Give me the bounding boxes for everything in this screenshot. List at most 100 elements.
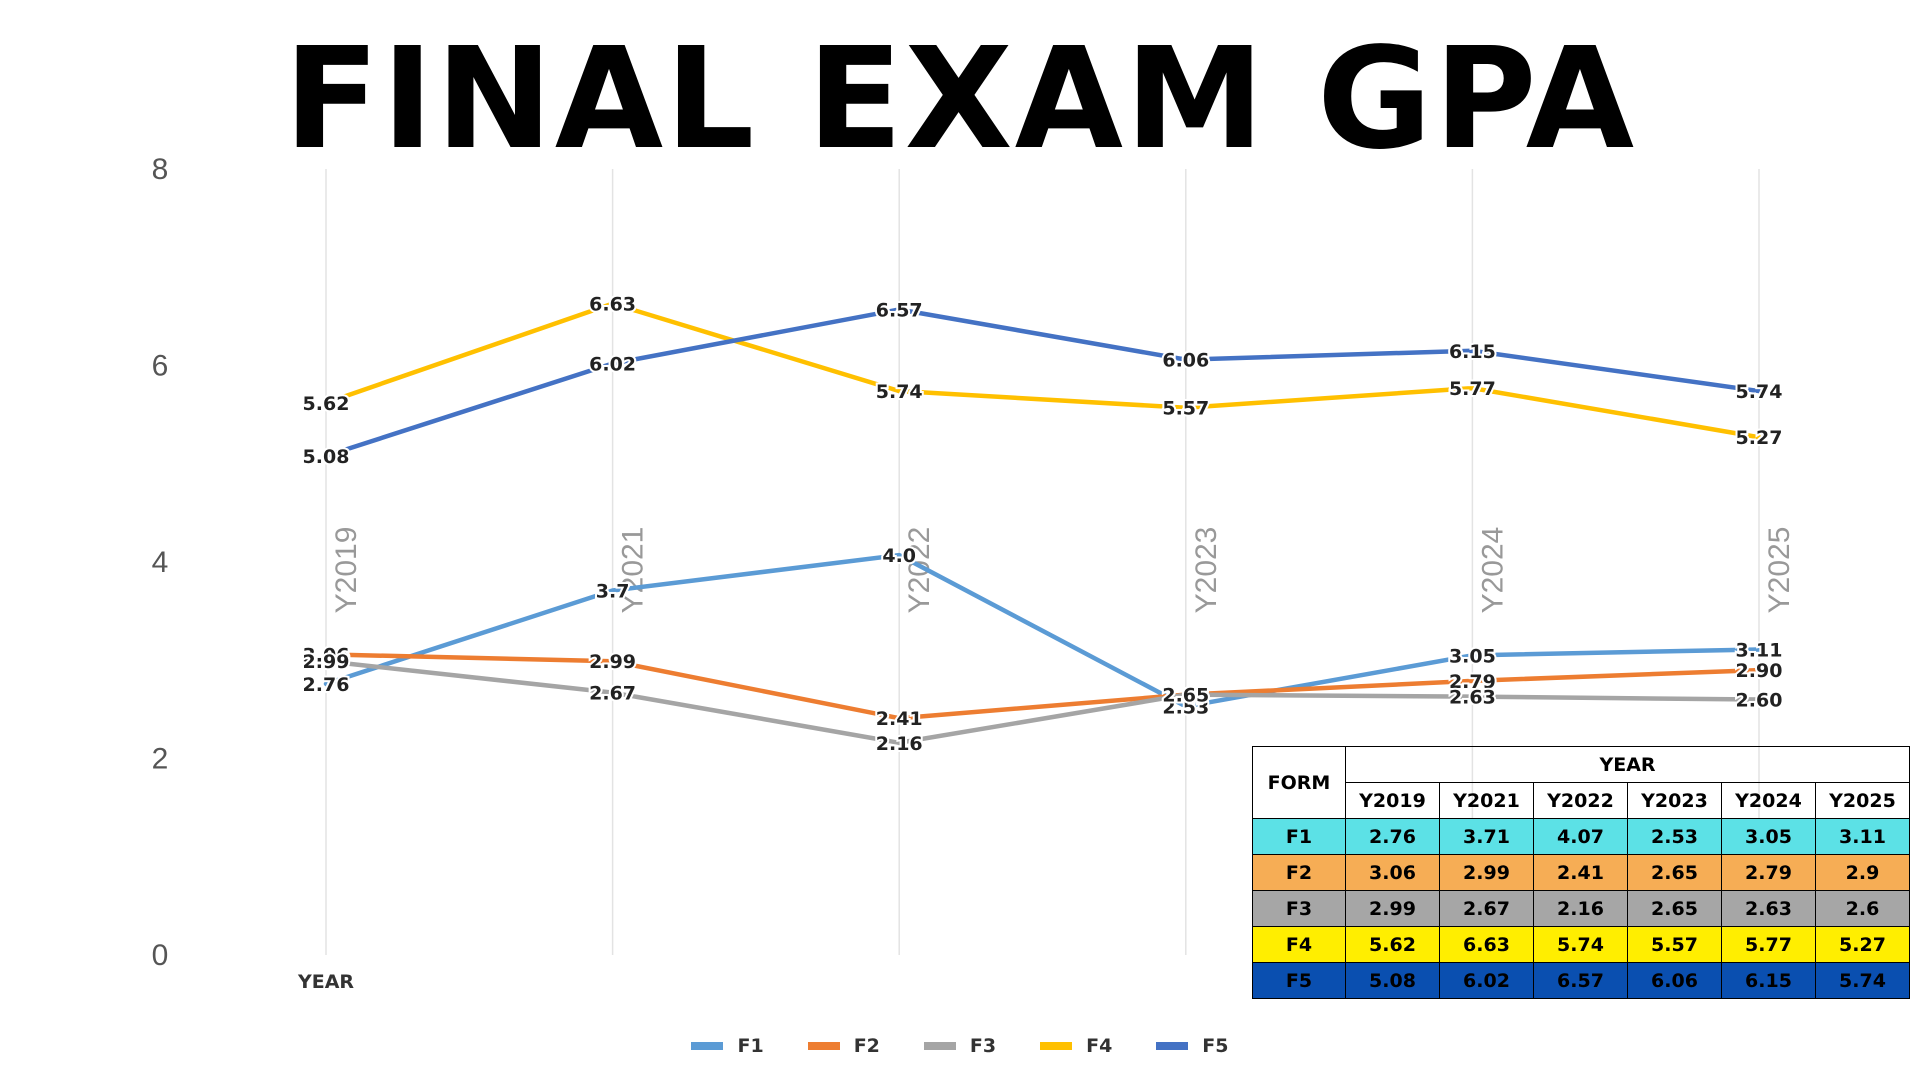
chart-title: FINAL EXAM GPA bbox=[283, 18, 1637, 181]
data-label: 6.57 bbox=[876, 299, 923, 321]
data-label: 6.63 bbox=[589, 294, 636, 316]
series-line-f4 bbox=[323, 301, 1762, 440]
legend-label: F3 bbox=[969, 1035, 997, 1057]
value-cell: 2.41 bbox=[1533, 854, 1628, 891]
category-label: Y2021 bbox=[617, 527, 650, 614]
year-column-header: Y2022 bbox=[1533, 782, 1628, 819]
value-cell: 2.6 bbox=[1815, 890, 1910, 927]
category-label: Y2019 bbox=[330, 527, 363, 614]
form-cell: F3 bbox=[1252, 890, 1346, 927]
year-column-header: Y2024 bbox=[1721, 782, 1816, 819]
value-cell: 4.07 bbox=[1533, 818, 1628, 855]
value-cell: 5.77 bbox=[1721, 926, 1816, 963]
value-cell: 2.79 bbox=[1721, 854, 1816, 891]
data-label: 2.60 bbox=[1736, 690, 1783, 712]
value-cell: 2.63 bbox=[1721, 890, 1816, 927]
form-cell: F2 bbox=[1252, 854, 1346, 891]
table-row: F2 3.06 2.99 2.41 2.65 2.79 2.9 bbox=[1252, 854, 1910, 891]
value-cell: 5.08 bbox=[1345, 962, 1440, 999]
data-label: 5.77 bbox=[1449, 378, 1496, 400]
x-axis-name: YEAR bbox=[297, 971, 354, 993]
data-label: 4.0 bbox=[882, 545, 916, 567]
form-cell: F4 bbox=[1252, 926, 1346, 963]
legend-swatch bbox=[923, 1042, 956, 1050]
series-line-f5 bbox=[323, 307, 1762, 459]
legend-swatch bbox=[807, 1042, 840, 1050]
table-year-row: Y2019 Y2021 Y2022 Y2023 Y2024 Y2025 bbox=[1253, 782, 1910, 819]
value-cell: 6.63 bbox=[1439, 926, 1534, 963]
data-label: 5.62 bbox=[303, 393, 350, 415]
value-cell: 2.99 bbox=[1345, 890, 1440, 927]
legend-label: F2 bbox=[853, 1035, 880, 1057]
value-cell: 2.67 bbox=[1439, 890, 1534, 927]
data-label: 2.16 bbox=[876, 733, 923, 755]
y-axis: 0 2 4 6 8 bbox=[152, 153, 169, 972]
value-cell: 2.16 bbox=[1533, 890, 1628, 927]
data-label: 2.79 bbox=[1449, 671, 1496, 693]
value-cell: 5.62 bbox=[1345, 926, 1440, 963]
data-label: 2.76 bbox=[303, 674, 350, 696]
y-tick-label: 2 bbox=[152, 743, 169, 776]
series-line-f1 bbox=[323, 552, 1762, 709]
legend-swatch bbox=[1040, 1042, 1073, 1050]
series-lines bbox=[323, 301, 1762, 746]
data-label: 5.08 bbox=[303, 446, 350, 468]
year-column-header: Y2025 bbox=[1815, 782, 1910, 819]
data-label: 3.06 bbox=[303, 644, 350, 666]
data-label: 3.11 bbox=[1736, 639, 1783, 661]
data-table: FORM YEAR Y2019 Y2021 Y2022 Y2023 Y2024 Y2025… bbox=[1252, 746, 1910, 999]
y-tick-label: 8 bbox=[152, 153, 169, 186]
value-cell: 2.53 bbox=[1627, 818, 1722, 855]
data-label: 6.06 bbox=[1162, 350, 1209, 372]
category-label: Y2025 bbox=[1763, 527, 1796, 614]
legend-label: F4 bbox=[1086, 1035, 1113, 1057]
data-label: 2.90 bbox=[1736, 660, 1783, 682]
data-label: 2.65 bbox=[1162, 685, 1209, 707]
form-cell: F1 bbox=[1252, 818, 1346, 855]
data-label: 2.67 bbox=[589, 683, 636, 705]
legend-swatch bbox=[691, 1042, 724, 1050]
table-header-row: FORM YEAR bbox=[1252, 746, 1910, 819]
value-cell: 5.74 bbox=[1815, 962, 1910, 999]
year-column-header: Y2021 bbox=[1439, 782, 1534, 819]
year-column-header: Y2023 bbox=[1627, 782, 1722, 819]
data-label: 2.41 bbox=[876, 708, 923, 730]
legend-label: F5 bbox=[1202, 1035, 1229, 1057]
year-header-cell: YEAR bbox=[1345, 746, 1910, 783]
data-label: 5.27 bbox=[1736, 427, 1783, 449]
legend-item-f2: F2 bbox=[807, 1035, 880, 1057]
legend-item-f4: F4 bbox=[1040, 1035, 1112, 1057]
category-label: Y2024 bbox=[1476, 527, 1509, 614]
value-cell: 5.74 bbox=[1533, 926, 1628, 963]
category-label: Y2023 bbox=[1190, 527, 1223, 614]
value-cell: 3.05 bbox=[1721, 818, 1816, 855]
data-label: 5.57 bbox=[1162, 398, 1209, 420]
data-label: 2.65 bbox=[1162, 685, 1209, 707]
value-cell: 3.11 bbox=[1815, 818, 1910, 855]
value-cell: 6.06 bbox=[1627, 962, 1722, 999]
data-label: 2.53 bbox=[1162, 696, 1209, 718]
data-label: 2.63 bbox=[1449, 687, 1496, 709]
table-row: F5 5.08 6.02 6.57 6.06 6.15 5.74 bbox=[1252, 962, 1910, 999]
data-label: 3.7 bbox=[596, 580, 630, 602]
legend-swatch bbox=[1156, 1042, 1189, 1050]
value-cell: 3.06 bbox=[1345, 854, 1440, 891]
series-line-f2 bbox=[323, 652, 1762, 721]
table-row: F1 2.76 3.71 4.07 2.53 3.05 3.11 bbox=[1252, 818, 1910, 855]
value-cell: 5.27 bbox=[1815, 926, 1910, 963]
value-cell: 2.76 bbox=[1345, 818, 1440, 855]
data-label: 6.15 bbox=[1449, 341, 1496, 363]
form-header-cell: FORM bbox=[1252, 746, 1346, 819]
value-cell: 6.57 bbox=[1533, 962, 1628, 999]
value-cell: 2.65 bbox=[1627, 890, 1722, 927]
legend-label: F1 bbox=[737, 1035, 764, 1057]
value-cell: 3.71 bbox=[1439, 818, 1534, 855]
legend: F1 F2 F3 F4 F5 bbox=[0, 1035, 1920, 1057]
data-label: 2.99 bbox=[303, 651, 350, 673]
data-label: 5.74 bbox=[1736, 381, 1783, 403]
table-row: F3 2.99 2.67 2.16 2.65 2.63 2.6 bbox=[1252, 890, 1910, 927]
data-label: 3.05 bbox=[1449, 645, 1496, 667]
value-cell: 2.99 bbox=[1439, 854, 1534, 891]
